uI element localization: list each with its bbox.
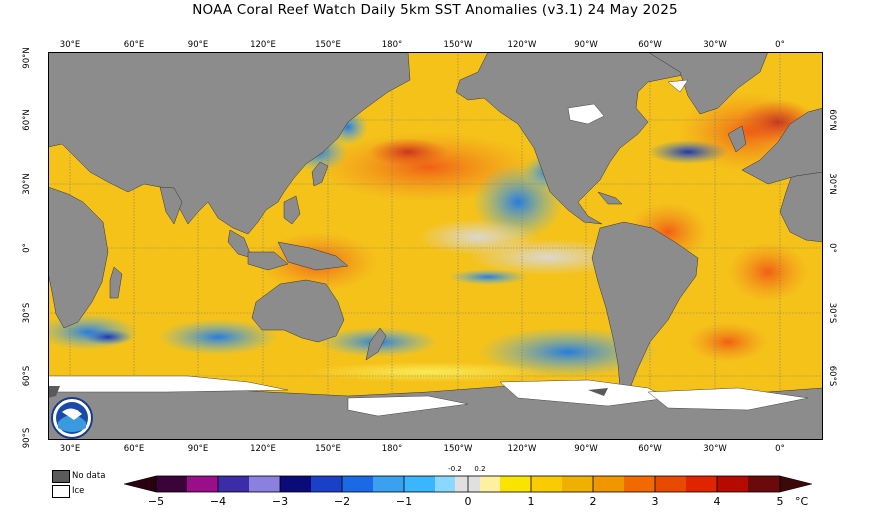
greenland-landmass (647, 52, 769, 115)
lon-tick: 60°W (638, 40, 662, 50)
colorbar (124, 475, 812, 493)
ice-label: Ice (72, 486, 85, 496)
map-title: NOAA Coral Reef Watch Daily 5km SST Anom… (192, 2, 678, 18)
no-data-label: No data (72, 471, 106, 481)
lon-tick: 0° (775, 444, 785, 454)
lon-tick: 120°E (250, 444, 276, 454)
lon-tick: 150°E (315, 40, 341, 50)
colorbar-label: 0 (464, 495, 472, 508)
lon-tick: 90°W (574, 40, 598, 50)
lat-tick: 30°S (827, 302, 837, 324)
colorbar-minor-label: -0.2 (448, 465, 462, 473)
colorbar-label: 3 (651, 495, 659, 508)
ice-swatch (52, 485, 70, 498)
lat-tick: 60°S (827, 365, 837, 387)
lon-tick: 150°W (443, 444, 473, 454)
sst-anomaly-map: NOAA (48, 52, 823, 440)
lon-tick: 60°E (123, 444, 145, 454)
colorbar-label: −5 (147, 495, 165, 508)
lon-tick: 60°W (638, 444, 662, 454)
noaa-logo: NOAA (51, 397, 93, 439)
no-data-swatch (52, 470, 70, 483)
eurasia-landmass (48, 52, 411, 235)
lon-tick: 180° (381, 444, 403, 454)
lon-tick: 120°W (507, 40, 537, 50)
lat-tick: 0° (827, 243, 837, 253)
colorbar-label: 4 (713, 495, 721, 508)
lon-tick: 60°E (123, 40, 145, 50)
colorbar-label: 5 (776, 495, 784, 508)
lat-tick: 30°N (827, 173, 837, 195)
land (48, 52, 823, 440)
lat-tick: 60°N (827, 109, 837, 131)
colorbar-label: −2 (333, 495, 351, 508)
colorbar-label: 1 (527, 495, 535, 508)
north-america-landmass (455, 52, 689, 225)
colorbar-label: −3 (271, 495, 289, 508)
lat-tick: 0° (22, 243, 32, 253)
colorbar-label: −1 (395, 495, 413, 508)
africa-landmass (48, 186, 109, 329)
lon-tick: 90°E (187, 40, 209, 50)
colorbar-label: −4 (209, 495, 227, 508)
lon-tick: 30°E (59, 444, 81, 454)
noaa-logo-text: NOAA (65, 410, 80, 416)
lon-tick: 120°W (507, 444, 537, 454)
lon-tick: 120°E (250, 40, 276, 50)
lat-tick: 60°S (22, 365, 32, 387)
no-data-spots (48, 386, 608, 398)
colorbar-label: 2 (589, 495, 597, 508)
lat-tick: 90°N (22, 47, 32, 69)
lat-tick: 30°N (22, 173, 32, 195)
colorbar-minor-label: 0.2 (474, 465, 486, 473)
lon-tick: 30°W (703, 444, 727, 454)
lon-tick: 150°W (443, 40, 473, 50)
lon-tick: 30°E (59, 40, 81, 50)
lat-tick: 90°S (22, 427, 32, 449)
colorbar-unit: °C (795, 495, 809, 508)
lon-tick: 30°W (703, 40, 727, 50)
lat-tick: 30°S (22, 302, 32, 324)
lat-tick: 60°N (22, 109, 32, 131)
lon-tick: 90°W (574, 444, 598, 454)
lon-tick: 150°E (315, 444, 341, 454)
australia-landmass (251, 279, 345, 343)
lon-tick: 90°E (187, 444, 209, 454)
lon-tick: 180° (381, 40, 403, 50)
lon-tick: 0° (775, 40, 785, 50)
south-america-landmass (591, 221, 699, 389)
ice (48, 79, 809, 417)
